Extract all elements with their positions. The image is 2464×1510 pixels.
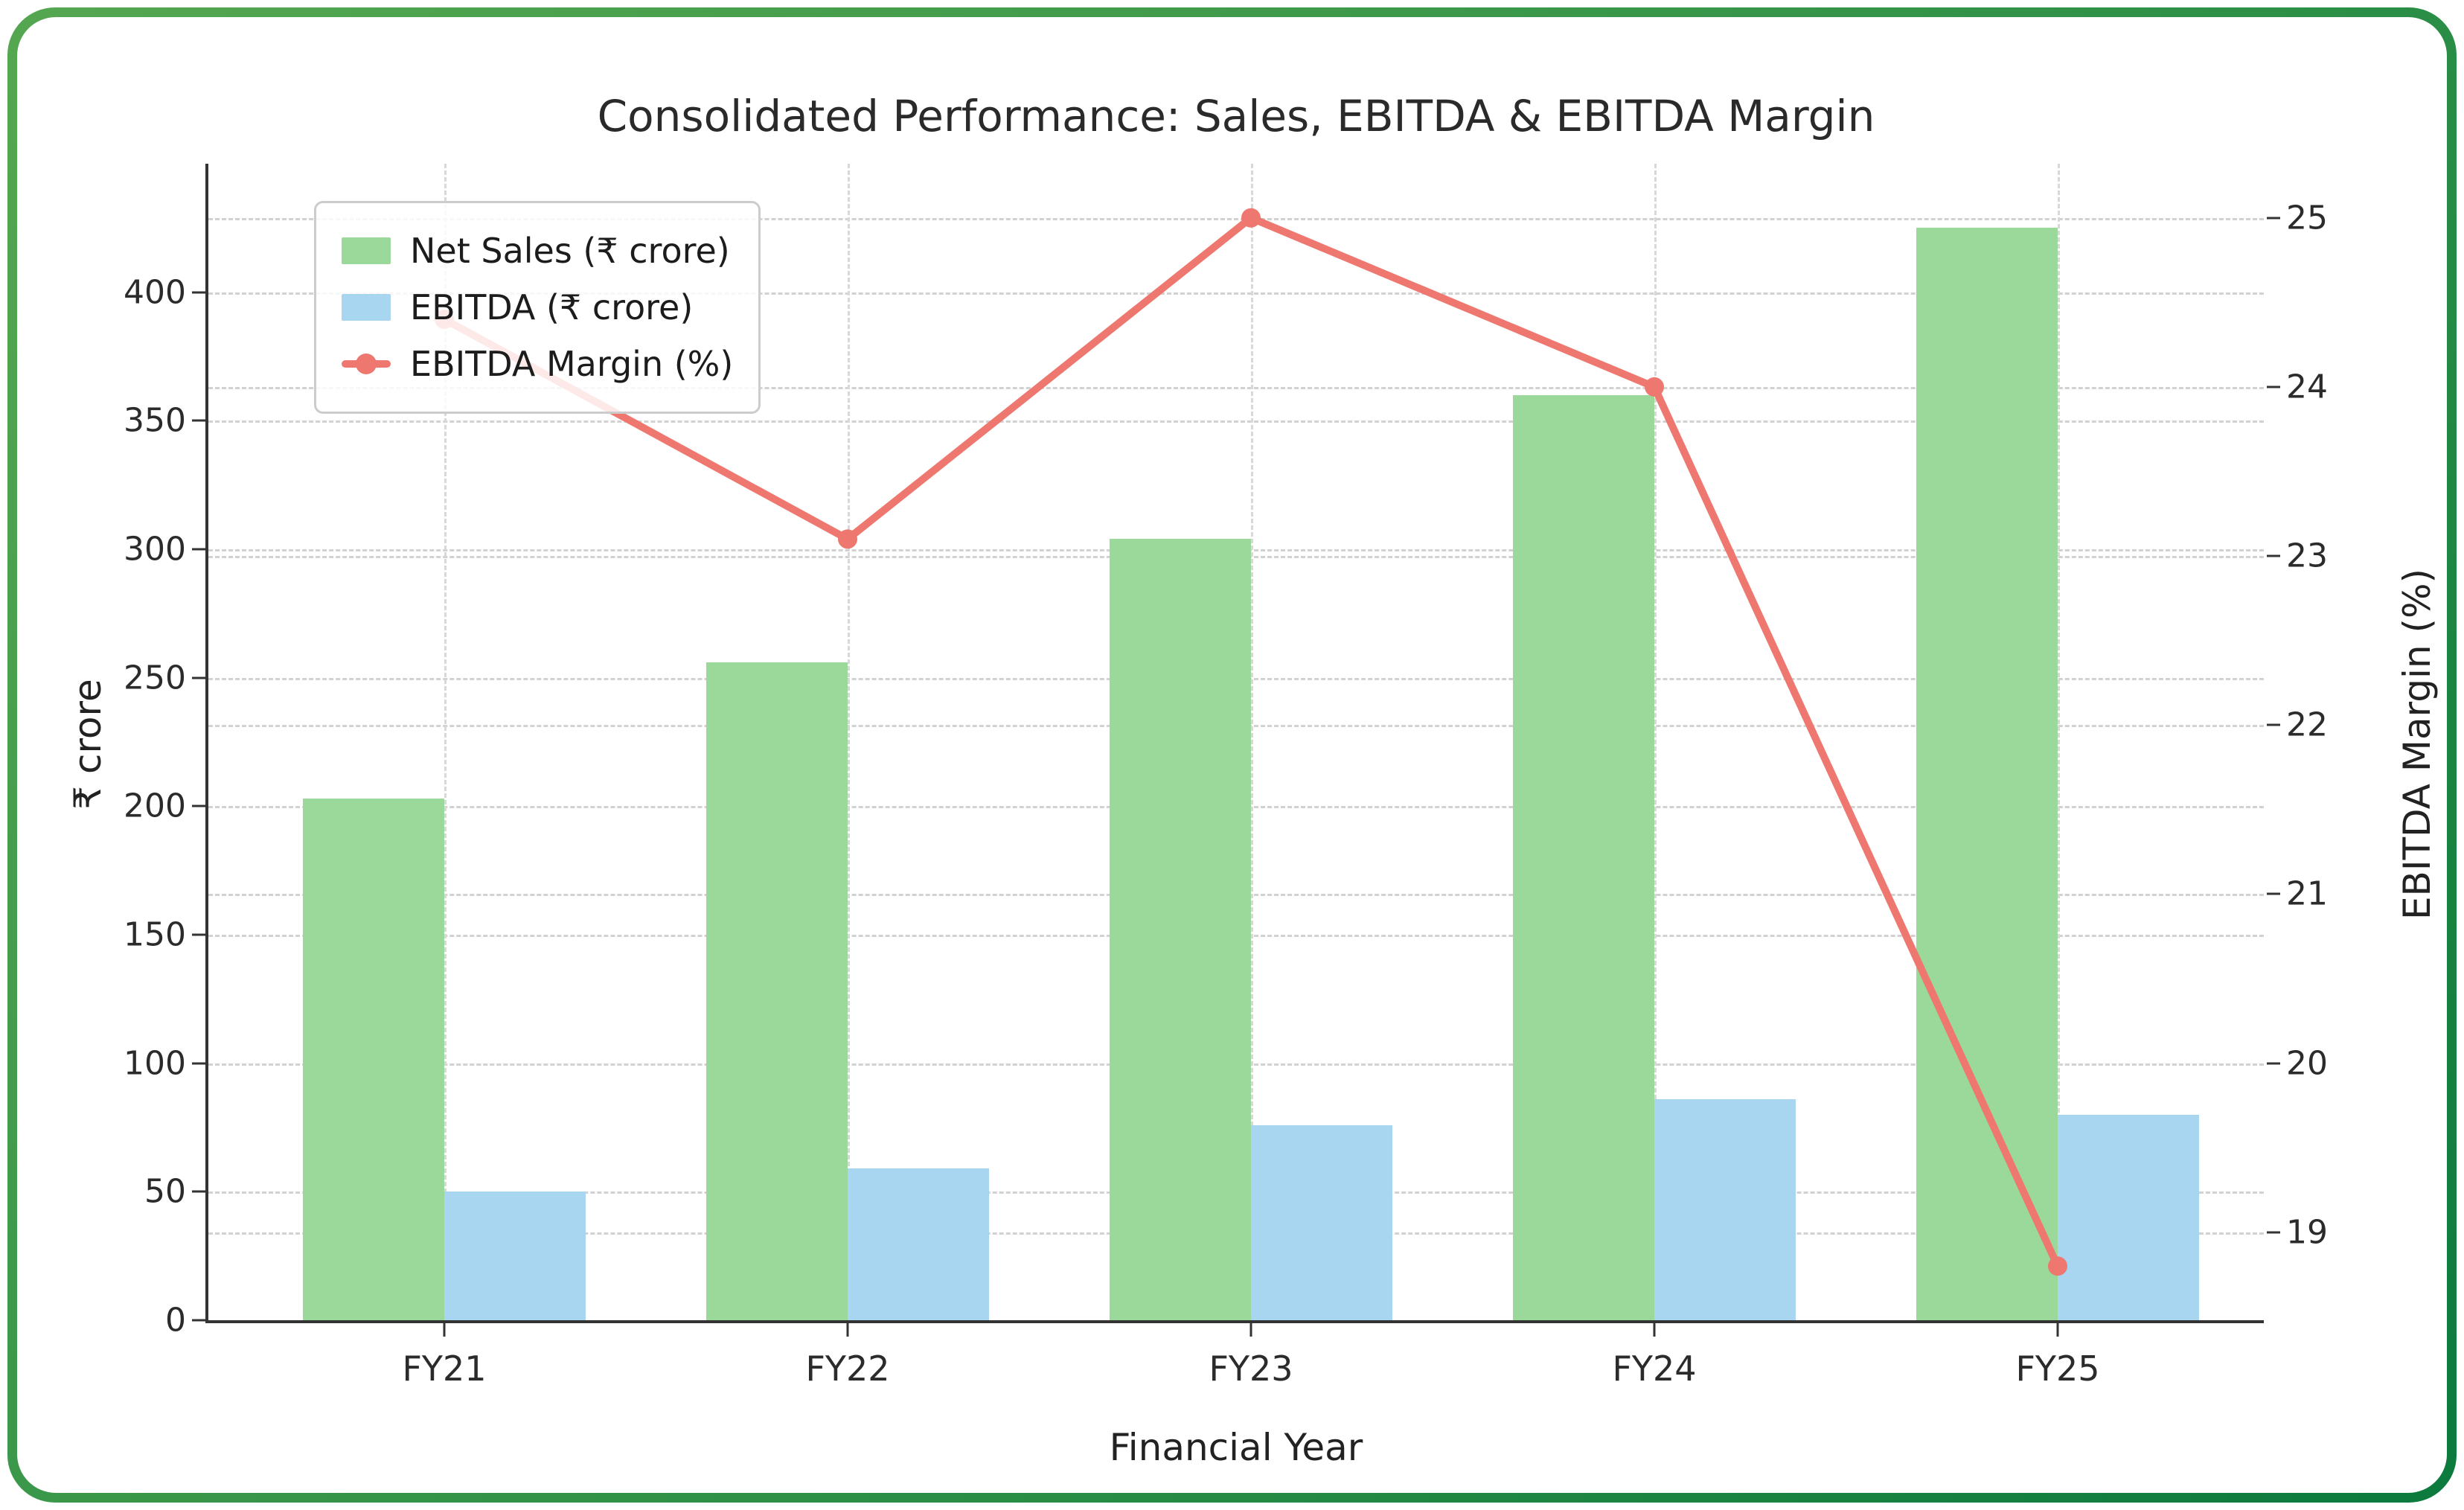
margin-marker-FY22 xyxy=(838,529,857,549)
left-tick-label-0: 0 xyxy=(165,1301,186,1340)
x-tick-label-FY23: FY23 xyxy=(1209,1349,1293,1389)
right-tick-mark-21 xyxy=(2267,892,2280,895)
chart-title: Consolidated Performance: Sales, EBITDA … xyxy=(597,91,1875,141)
x-tick-mark-FY22 xyxy=(846,1323,849,1337)
gridline-FY24 xyxy=(1654,164,1657,1320)
left-tick-mark-0 xyxy=(192,1319,205,1322)
x-tick-mark-FY24 xyxy=(1653,1323,1656,1337)
left-tick-label-150: 150 xyxy=(124,915,186,954)
x-tick-mark-FY25 xyxy=(2056,1323,2059,1337)
left-tick-mark-50 xyxy=(192,1190,205,1193)
right-tick-mark-19 xyxy=(2267,1231,2280,1234)
right-tick-label-22: 22 xyxy=(2286,706,2328,744)
x-tick-mark-FY21 xyxy=(443,1323,446,1337)
legend-label-net-sales: Net Sales (₹ crore) xyxy=(410,231,730,271)
left-tick-mark-400 xyxy=(192,291,205,294)
bar-ebitda-FY23 xyxy=(1251,1124,1392,1320)
margin-marker-FY24 xyxy=(1645,377,1664,397)
margin-line-sample xyxy=(342,353,391,374)
left-axis-spine xyxy=(205,164,208,1323)
x-axis-label: Financial Year xyxy=(1109,1426,1363,1469)
gridline-FY25 xyxy=(2058,164,2060,1320)
right-tick-label-23: 23 xyxy=(2286,537,2328,575)
legend-item-net-sales: Net Sales (₹ crore) xyxy=(342,223,733,279)
right-tick-mark-22 xyxy=(2267,723,2280,726)
margin-line-dot xyxy=(356,353,377,374)
left-tick-mark-350 xyxy=(192,419,205,422)
bar-ebitda-FY22 xyxy=(848,1168,989,1320)
legend-item-ebitda: EBITDA (₹ crore) xyxy=(342,279,733,336)
ebitda-swatch xyxy=(342,294,391,321)
left-tick-label-250: 250 xyxy=(124,659,186,697)
left-tick-label-350: 350 xyxy=(124,401,186,440)
margin-marker-FY23 xyxy=(1241,208,1261,228)
bar-net-sales-FY24 xyxy=(1513,394,1654,1320)
bars-layer xyxy=(208,164,2264,1320)
x-tick-label-FY24: FY24 xyxy=(1612,1349,1697,1389)
gridline-FY22 xyxy=(848,164,850,1320)
gridline-left-400 xyxy=(208,292,2264,295)
right-tick-mark-23 xyxy=(2267,554,2280,557)
gridline-right-24 xyxy=(208,386,2264,389)
right-tick-label-24: 24 xyxy=(2286,368,2328,406)
x-tick-label-FY25: FY25 xyxy=(2015,1349,2100,1389)
bar-net-sales-FY25 xyxy=(1916,228,2058,1320)
gridline-FY23 xyxy=(1251,164,1253,1320)
left-tick-mark-250 xyxy=(192,676,205,679)
left-tick-label-300: 300 xyxy=(124,530,186,569)
right-tick-label-21: 21 xyxy=(2286,874,2328,913)
x-tick-label-FY21: FY21 xyxy=(402,1349,487,1389)
legend: Net Sales (₹ crore) EBITDA (₹ crore) EBI… xyxy=(314,201,761,414)
bar-net-sales-FY21 xyxy=(303,798,444,1320)
margin-marker-FY25 xyxy=(2048,1256,2067,1276)
right-tick-mark-25 xyxy=(2267,217,2280,220)
left-tick-mark-150 xyxy=(192,933,205,936)
left-tick-mark-100 xyxy=(192,1062,205,1065)
plot-area: 0 50 100 150 200 250 300 350 400 19 20 21 22 23 24 25 FY… xyxy=(124,164,2328,1389)
net-sales-swatch xyxy=(342,237,391,264)
right-tick-mark-24 xyxy=(2267,386,2280,388)
right-tick-mark-20 xyxy=(2267,1062,2280,1065)
bar-ebitda-FY25 xyxy=(2058,1114,2199,1320)
gridline-left-350 xyxy=(208,420,2264,423)
gridline-right-25 xyxy=(208,217,2264,220)
left-tick-label-100: 100 xyxy=(124,1044,186,1083)
legend-item-ebitda-margin: EBITDA Margin (%) xyxy=(342,336,733,392)
right-axis-label: EBITDA Margin (%) xyxy=(2396,568,2439,921)
bar-ebitda-FY24 xyxy=(1654,1099,1796,1320)
legend-label-ebitda-margin: EBITDA Margin (%) xyxy=(410,344,734,384)
right-tick-label-25: 25 xyxy=(2286,199,2328,237)
right-tick-label-19: 19 xyxy=(2286,1213,2328,1252)
legend-label-ebitda: EBITDA (₹ crore) xyxy=(410,287,694,327)
left-tick-label-400: 400 xyxy=(124,273,186,312)
bar-ebitda-FY21 xyxy=(444,1191,586,1320)
bar-net-sales-FY22 xyxy=(706,662,848,1320)
x-tick-mark-FY23 xyxy=(1249,1323,1252,1337)
left-tick-label-50: 50 xyxy=(144,1172,186,1211)
x-tick-label-FY22: FY22 xyxy=(805,1349,890,1389)
x-axis-spine xyxy=(205,1320,2264,1323)
left-tick-label-200: 200 xyxy=(124,787,186,825)
gridline-FY21 xyxy=(444,164,447,1320)
right-tick-label-20: 20 xyxy=(2286,1044,2328,1083)
left-tick-mark-200 xyxy=(192,804,205,807)
bar-net-sales-FY23 xyxy=(1110,539,1251,1320)
left-tick-mark-300 xyxy=(192,548,205,551)
